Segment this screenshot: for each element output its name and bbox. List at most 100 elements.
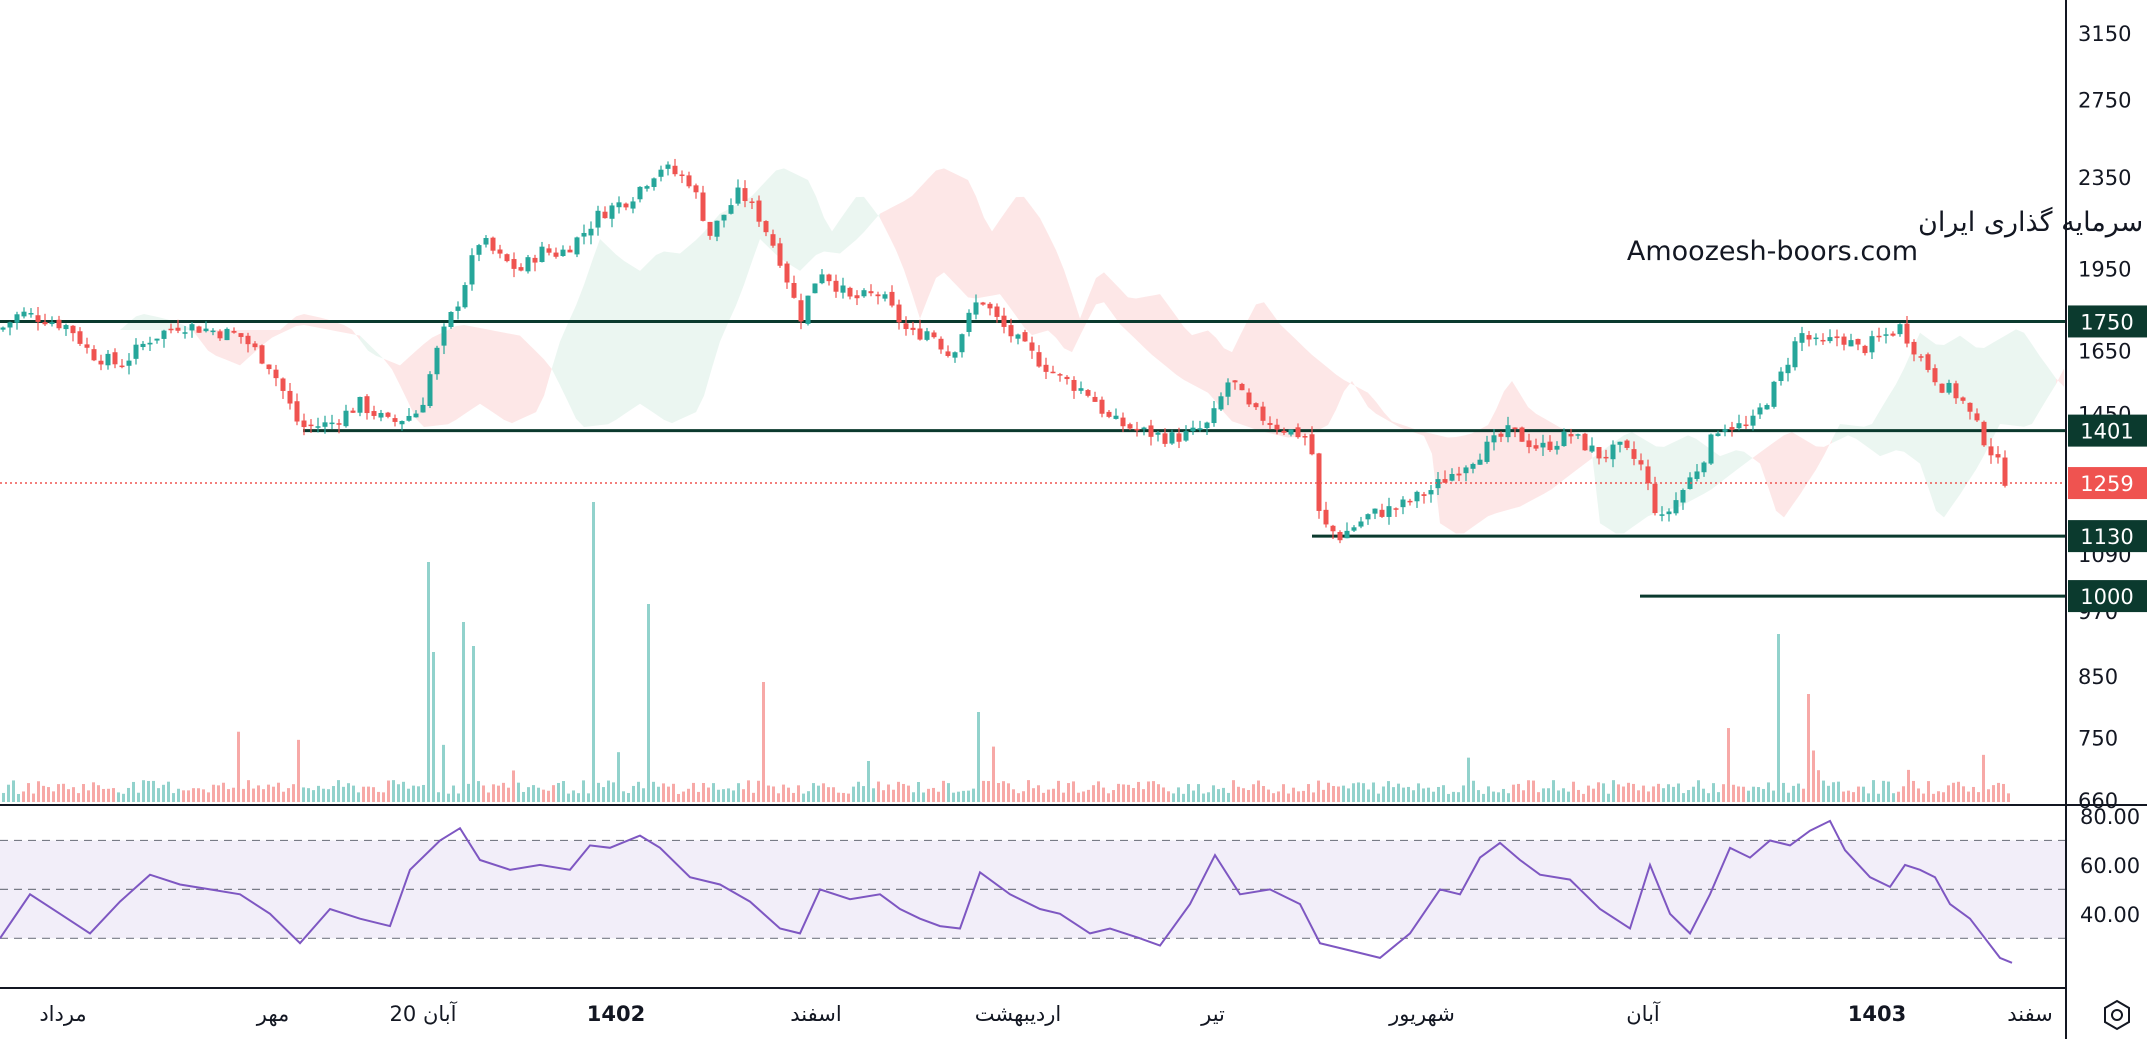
cloud-segment — [1752, 452, 1760, 464]
cloud-segment — [1104, 272, 1112, 314]
cloud-segment — [896, 201, 904, 270]
candle-body — [1554, 445, 1560, 450]
time-axis[interactable]: مرداد مهر 20 آبان 1402 اسفند اردیبهشت تیر شهریو… — [39, 1001, 2052, 1026]
candle-body — [994, 306, 1000, 317]
candle-body — [147, 342, 153, 345]
volume-bar — [1242, 788, 1245, 802]
cloud-segment — [1632, 432, 1640, 528]
candle-body — [63, 325, 69, 330]
cloud-segment — [528, 343, 536, 416]
volume-bar — [482, 785, 485, 802]
volume-bar — [432, 652, 435, 802]
volume-bar — [1187, 784, 1190, 802]
candle-body — [630, 201, 636, 209]
candle-body — [1666, 511, 1672, 515]
volume-bar — [1467, 757, 1470, 802]
candle-body — [651, 178, 657, 187]
cloud-segment — [816, 196, 824, 255]
cloud-segment — [1952, 335, 1960, 506]
volume-bar — [517, 782, 520, 802]
volume-bar — [1802, 788, 1805, 802]
volume-bar — [7, 784, 10, 802]
volume-bar — [1447, 793, 1450, 802]
candle-body — [322, 422, 328, 427]
volume-bar — [62, 783, 65, 802]
volume-bar — [892, 789, 895, 802]
volume-bar — [667, 786, 670, 802]
volume-bar — [877, 781, 880, 802]
cloud-segment — [1464, 433, 1472, 534]
price-tick-label: 660 — [2078, 789, 2118, 813]
candle-body — [1008, 325, 1014, 337]
candle-body — [1225, 382, 1231, 397]
volume-bar — [367, 786, 370, 802]
candle-body — [1568, 434, 1574, 437]
candle-body — [644, 186, 650, 189]
volume-bar — [312, 790, 315, 802]
volume-bar — [1202, 793, 1205, 802]
cloud-segment — [1160, 294, 1168, 368]
volume-bar — [1327, 782, 1330, 802]
cloud-segment — [776, 168, 784, 261]
price-axis[interactable]: 3150275023501950165014501090970850750660 — [2078, 22, 2131, 813]
volume-bar — [272, 786, 275, 802]
volume-bar — [1597, 782, 1600, 802]
volume-bar — [382, 792, 385, 802]
cloud-segment — [1016, 196, 1024, 328]
volume-bar — [992, 746, 995, 802]
volume-bar — [1847, 790, 1850, 802]
cloud-segment — [1600, 446, 1608, 529]
candle-body — [273, 369, 279, 379]
settings-icon[interactable] — [2104, 999, 2130, 1031]
candle-body — [1309, 434, 1315, 455]
volume-bar — [1832, 782, 1835, 802]
cloud-segment — [968, 179, 976, 299]
volume-bar — [777, 793, 780, 802]
volume-bar — [1992, 785, 1995, 802]
volume-bar — [1482, 793, 1485, 802]
volume-bar — [192, 788, 195, 802]
candle-body — [1155, 432, 1161, 435]
volume-bar — [337, 780, 340, 802]
price-tick-label: 1950 — [2078, 257, 2131, 281]
volume-bar — [1782, 782, 1785, 802]
cloud-segment — [464, 325, 472, 415]
cloud-segment — [1824, 439, 1832, 456]
rsi-axis[interactable]: 80.00 60.00 40.00 — [2080, 805, 2140, 927]
candle-body — [210, 330, 216, 333]
candle-body — [224, 328, 230, 341]
cloud-segment — [1896, 368, 1904, 452]
candle-body — [420, 404, 426, 413]
volume-bar — [497, 785, 500, 802]
cloud-segment — [384, 358, 392, 370]
volume-bar — [567, 793, 570, 802]
cloud-segment — [472, 326, 480, 410]
cloud-segment — [768, 170, 776, 255]
candle-body — [868, 291, 874, 294]
candle-body — [1729, 427, 1735, 430]
volume-bar — [477, 781, 480, 802]
cloud-segment — [1472, 429, 1480, 528]
candle-body — [1750, 415, 1756, 426]
candle-body — [1246, 392, 1252, 405]
rsi-line — [0, 819, 2013, 964]
candle-body — [196, 326, 202, 333]
cloud-segment — [1008, 197, 1016, 316]
candle-body — [49, 322, 55, 325]
cloud-segment — [784, 168, 792, 266]
volume-bar — [1642, 785, 1645, 802]
volume-bar — [952, 792, 955, 802]
volume-bar — [1142, 789, 1145, 802]
cloud-segment — [232, 329, 240, 366]
volume-bar — [1307, 784, 1310, 802]
cloud-segment — [1760, 446, 1768, 487]
cloud-segment — [488, 329, 496, 415]
cloud-segment — [536, 351, 544, 413]
candle-body — [861, 290, 867, 297]
volume-bar — [1672, 786, 1675, 802]
candle-body — [917, 328, 923, 340]
cloud-segment — [1920, 332, 1928, 487]
volume-bar — [1192, 790, 1195, 802]
cloud-segment — [128, 316, 136, 330]
